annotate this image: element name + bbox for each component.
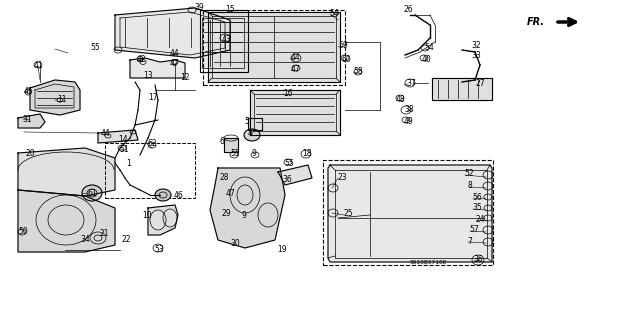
Text: 26: 26 [403, 4, 413, 13]
Text: 5: 5 [244, 116, 249, 125]
Text: 34: 34 [80, 234, 90, 243]
Text: 37: 37 [406, 79, 416, 88]
Polygon shape [328, 165, 492, 262]
Text: 47: 47 [170, 58, 180, 68]
Text: FR.: FR. [527, 17, 545, 27]
Ellipse shape [155, 189, 171, 201]
Polygon shape [148, 205, 178, 235]
Text: 9: 9 [252, 150, 257, 159]
Text: 9: 9 [242, 211, 247, 220]
Text: 62: 62 [148, 139, 157, 149]
Text: 55: 55 [230, 150, 240, 159]
Text: 33: 33 [471, 50, 481, 60]
Text: 16: 16 [283, 88, 292, 98]
Text: 56: 56 [472, 192, 482, 202]
Text: 1: 1 [126, 160, 131, 168]
Text: 54: 54 [329, 10, 339, 19]
Bar [105, 143, 195, 198]
Text: 36: 36 [282, 174, 292, 183]
Polygon shape [115, 8, 230, 58]
Text: 52: 52 [464, 169, 474, 179]
Text: 8: 8 [468, 182, 473, 190]
Text: 21: 21 [99, 229, 109, 239]
Text: 19: 19 [277, 244, 287, 254]
Polygon shape [18, 114, 45, 128]
Text: 57: 57 [469, 226, 479, 234]
Text: 30: 30 [230, 240, 240, 249]
Text: 15: 15 [225, 4, 235, 13]
Bar [203, 10, 345, 85]
Text: 11: 11 [57, 95, 67, 105]
Text: 17: 17 [148, 93, 157, 101]
Text: 48: 48 [396, 94, 406, 103]
Text: 39: 39 [194, 3, 204, 11]
Text: 53: 53 [154, 244, 164, 254]
Text: 32: 32 [471, 41, 481, 49]
Polygon shape [432, 78, 492, 100]
Text: 60: 60 [341, 55, 351, 63]
Text: 51: 51 [119, 145, 129, 153]
Text: 13: 13 [143, 70, 152, 79]
Text: 20: 20 [25, 149, 35, 158]
Text: 12: 12 [180, 72, 189, 81]
Polygon shape [224, 138, 238, 152]
Polygon shape [18, 190, 115, 252]
Text: 50: 50 [18, 226, 28, 235]
Text: 31: 31 [22, 115, 31, 123]
Text: 27: 27 [476, 78, 486, 87]
Text: 44: 44 [170, 48, 180, 57]
Polygon shape [18, 148, 115, 196]
Text: 6: 6 [220, 137, 225, 145]
Text: 29: 29 [221, 210, 230, 219]
Text: 38: 38 [404, 106, 413, 115]
Polygon shape [250, 90, 340, 135]
Text: 41: 41 [34, 61, 44, 70]
Bar [200, 10, 248, 72]
Text: 42: 42 [137, 56, 147, 64]
Polygon shape [98, 130, 138, 143]
Text: S023B3710E: S023B3710E [410, 261, 447, 265]
Text: 47: 47 [291, 64, 301, 73]
Text: 45: 45 [24, 86, 34, 95]
Text: 10: 10 [142, 211, 152, 220]
Polygon shape [130, 58, 185, 78]
Text: 58: 58 [353, 66, 363, 76]
Text: 23: 23 [337, 173, 347, 182]
Text: 25: 25 [343, 210, 353, 219]
Text: 35: 35 [472, 204, 482, 212]
Text: 54: 54 [424, 43, 434, 53]
Text: 47: 47 [226, 189, 236, 197]
Text: 7: 7 [467, 236, 472, 246]
Bar [323, 160, 493, 265]
Text: 28: 28 [220, 173, 230, 182]
Text: 44: 44 [101, 129, 111, 137]
Polygon shape [210, 168, 285, 248]
Text: 22: 22 [122, 234, 131, 243]
Text: 49: 49 [404, 116, 413, 125]
Text: 55: 55 [90, 43, 100, 53]
Text: 61: 61 [87, 189, 97, 197]
Text: 14: 14 [118, 135, 127, 144]
Text: 4: 4 [248, 130, 253, 138]
Text: 24: 24 [475, 214, 484, 224]
Text: 55: 55 [284, 159, 294, 167]
Text: 44: 44 [291, 54, 301, 63]
Polygon shape [30, 80, 80, 115]
Text: 43: 43 [222, 34, 232, 43]
Text: 36: 36 [473, 255, 483, 263]
Polygon shape [248, 118, 262, 130]
Polygon shape [202, 18, 244, 68]
Polygon shape [278, 165, 312, 185]
Text: 40: 40 [422, 55, 432, 63]
Polygon shape [208, 12, 340, 82]
Text: 18: 18 [302, 149, 312, 158]
Text: 46: 46 [174, 190, 184, 199]
Ellipse shape [82, 185, 102, 201]
Text: 59: 59 [338, 41, 348, 49]
Ellipse shape [244, 129, 260, 141]
